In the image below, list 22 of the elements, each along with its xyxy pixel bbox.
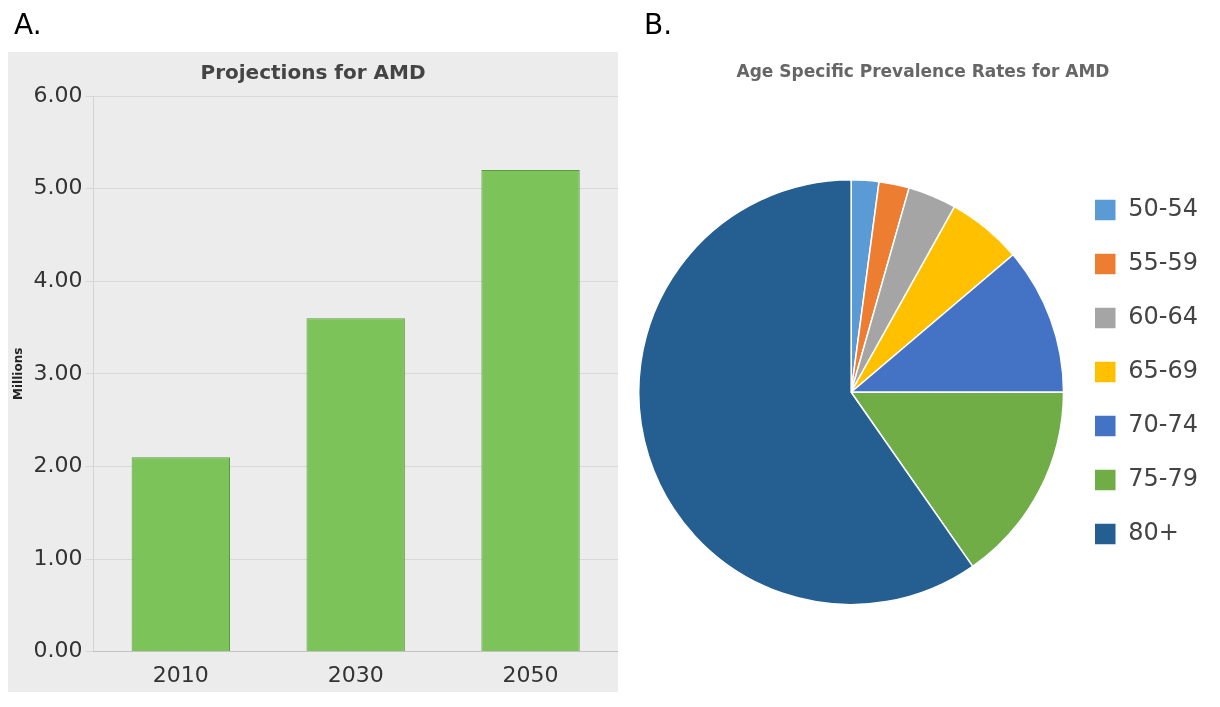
x-tick-label: 2010 (152, 661, 209, 687)
legend-label: 75-79 (1128, 464, 1199, 493)
y-tick-label: 0.00 (33, 637, 83, 663)
x-tick-label: 2050 (502, 661, 559, 687)
y-tick-label: 3.00 (33, 359, 83, 385)
y-tick-label: 5.00 (33, 174, 83, 200)
legend-label: 55-59 (1128, 248, 1199, 277)
chart-title: Age Specific Prevalence Rates for AMD (736, 60, 1110, 81)
y-tick-label: 2.00 (33, 452, 83, 478)
text: B. (643, 8, 674, 43)
text: A. (13, 8, 43, 43)
chart-title: Projections for AMD (200, 60, 426, 85)
y-axis-title: Millions (11, 347, 26, 400)
x-tick-label: 2030 (327, 661, 384, 687)
y-tick-label: 6.00 (33, 81, 83, 107)
legend-label: 50-54 (1128, 194, 1199, 223)
y-tick-label: 4.00 (33, 266, 83, 292)
legend-label: 65-69 (1128, 356, 1199, 385)
legend-label: 80+ (1128, 518, 1179, 547)
legend-label: 60-64 (1128, 302, 1199, 331)
y-tick-label: 1.00 (33, 544, 83, 570)
legend-label: 70-74 (1128, 410, 1199, 439)
